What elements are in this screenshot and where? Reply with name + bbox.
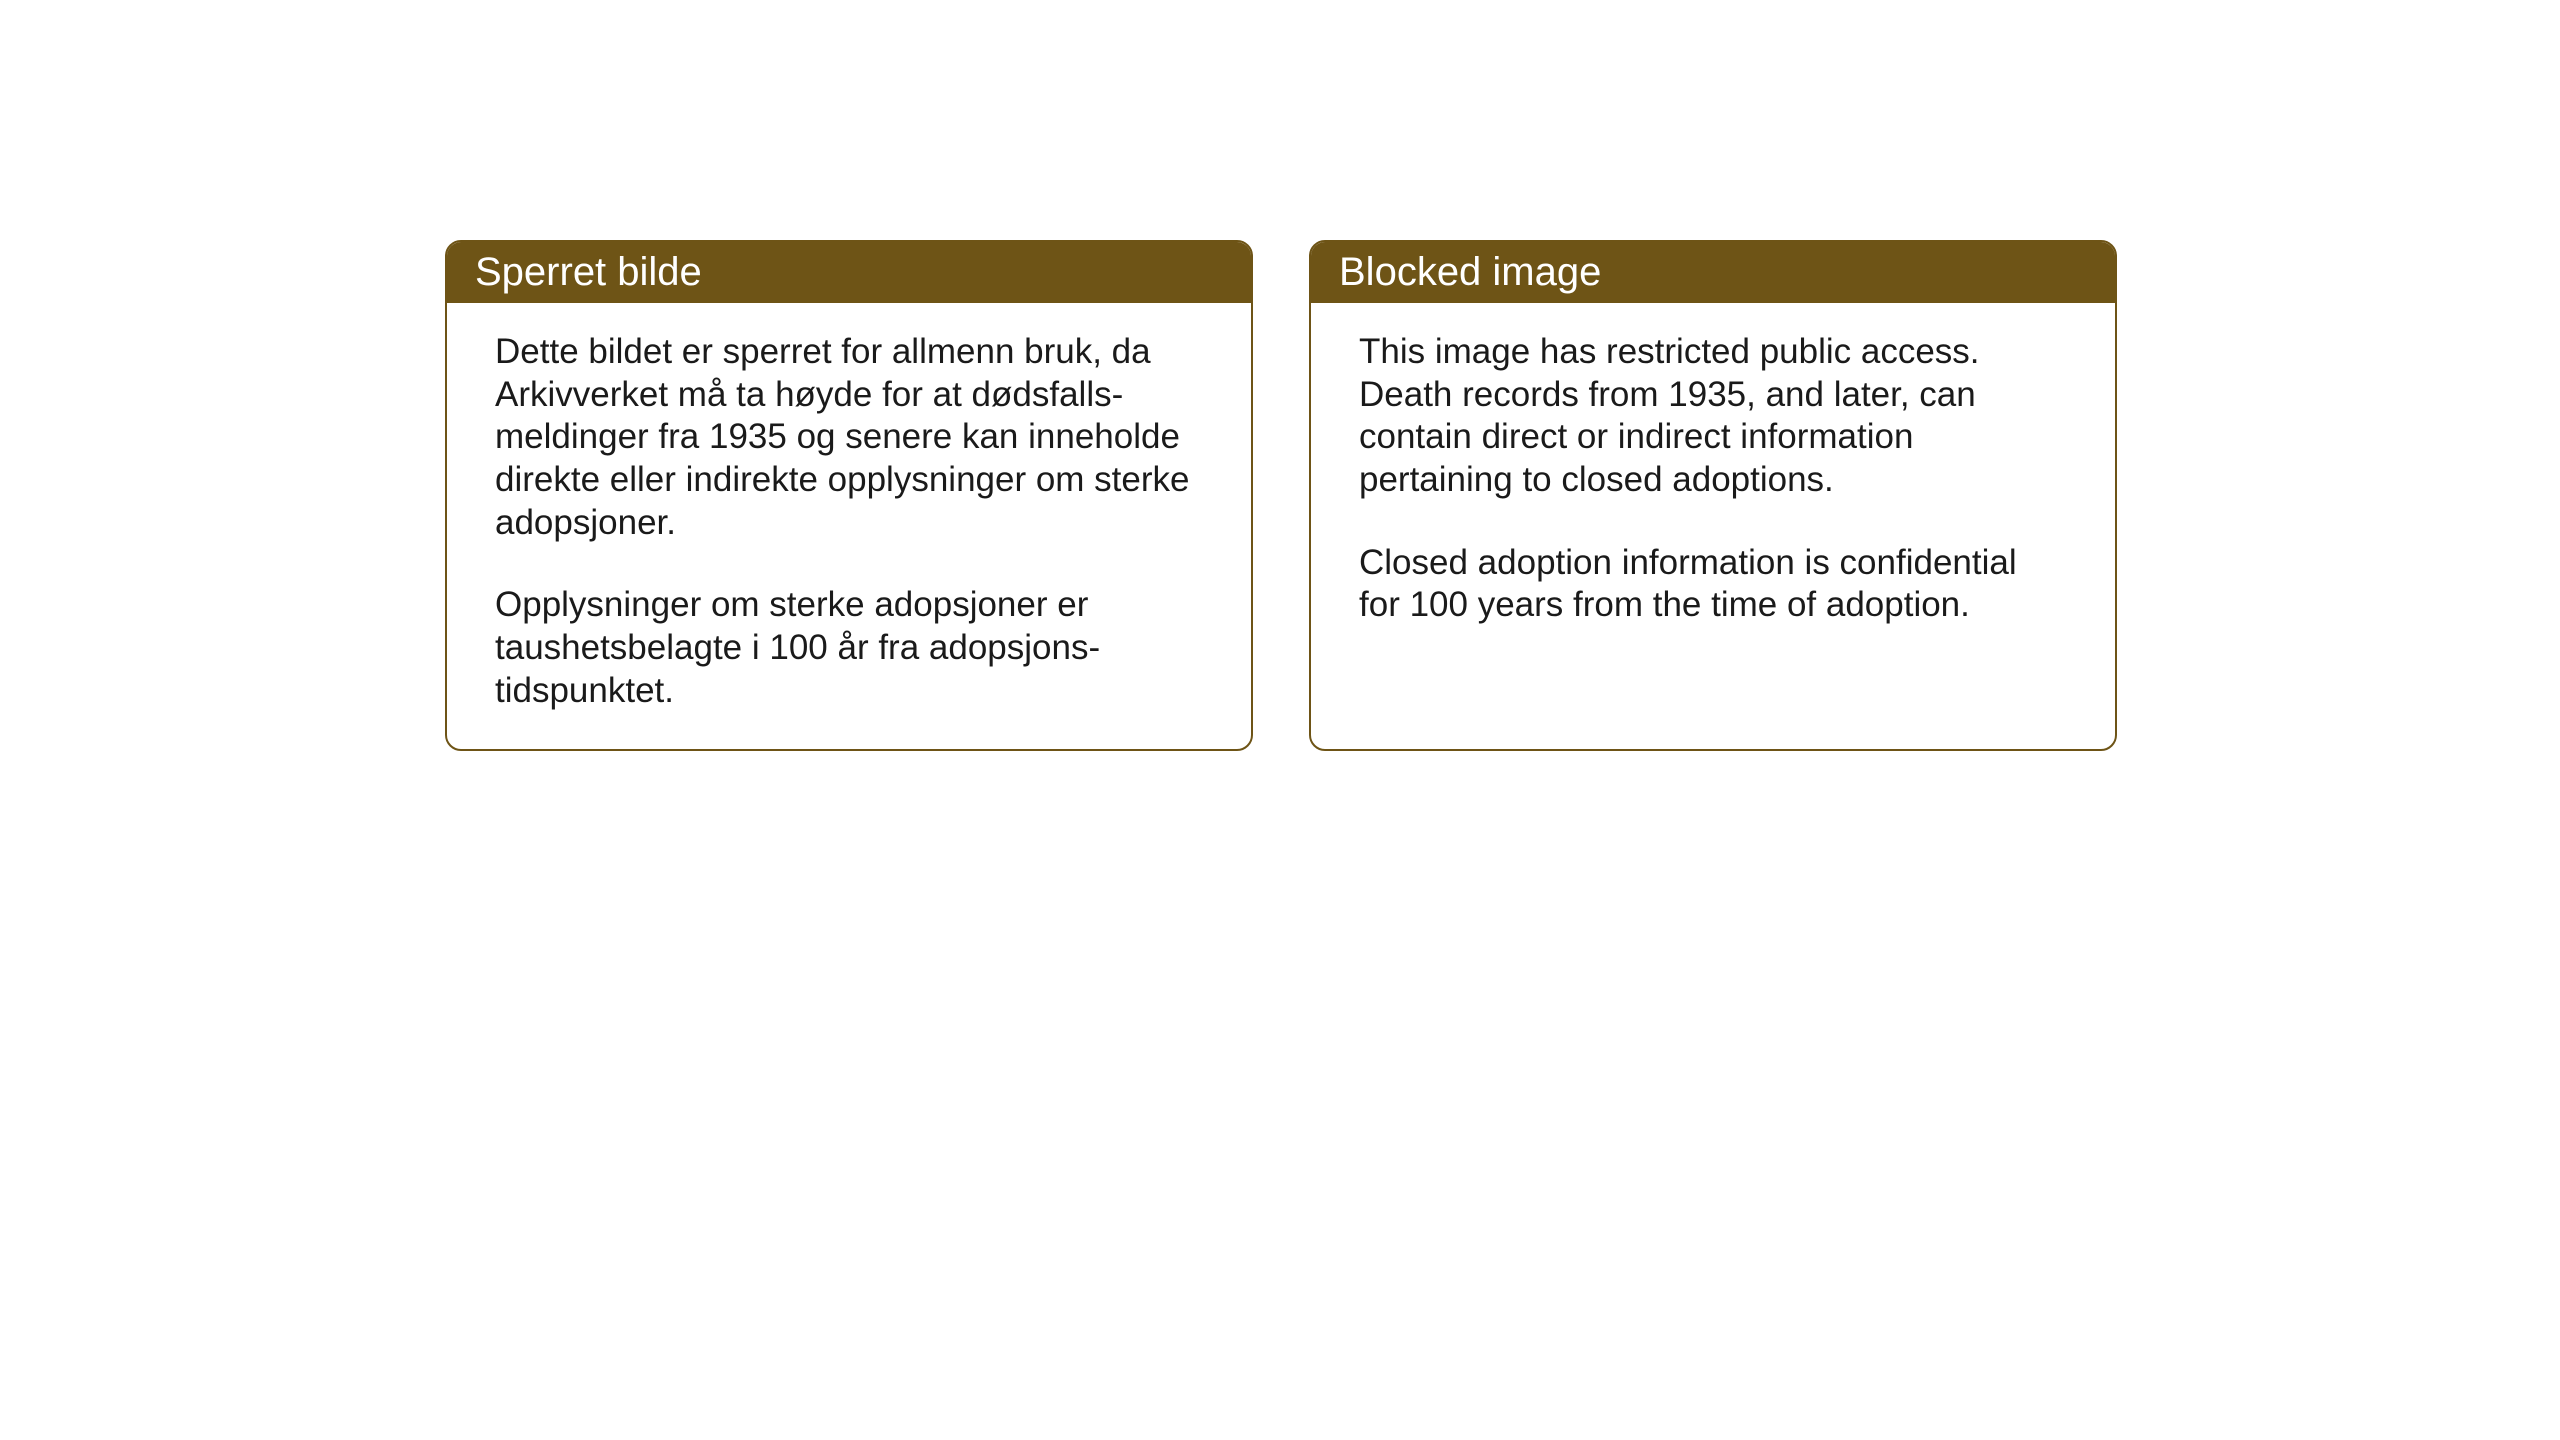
notice-title-english: Blocked image — [1339, 250, 1601, 294]
notice-header-english: Blocked image — [1311, 242, 2115, 303]
notice-paragraph1-english: This image has restricted public access.… — [1359, 331, 2067, 502]
notice-box-norwegian: Sperret bilde Dette bildet er sperret fo… — [445, 240, 1253, 751]
notice-body-norwegian: Dette bildet er sperret for allmenn bruk… — [447, 303, 1251, 749]
notice-paragraph2-norwegian: Opplysninger om sterke adopsjoner er tau… — [495, 584, 1203, 712]
notice-container: Sperret bilde Dette bildet er sperret fo… — [445, 240, 2117, 751]
notice-paragraph1-norwegian: Dette bildet er sperret for allmenn bruk… — [495, 331, 1203, 544]
notice-title-norwegian: Sperret bilde — [475, 250, 702, 294]
notice-paragraph2-english: Closed adoption information is confident… — [1359, 542, 2067, 627]
notice-header-norwegian: Sperret bilde — [447, 242, 1251, 303]
notice-box-english: Blocked image This image has restricted … — [1309, 240, 2117, 751]
notice-body-english: This image has restricted public access.… — [1311, 303, 2115, 663]
